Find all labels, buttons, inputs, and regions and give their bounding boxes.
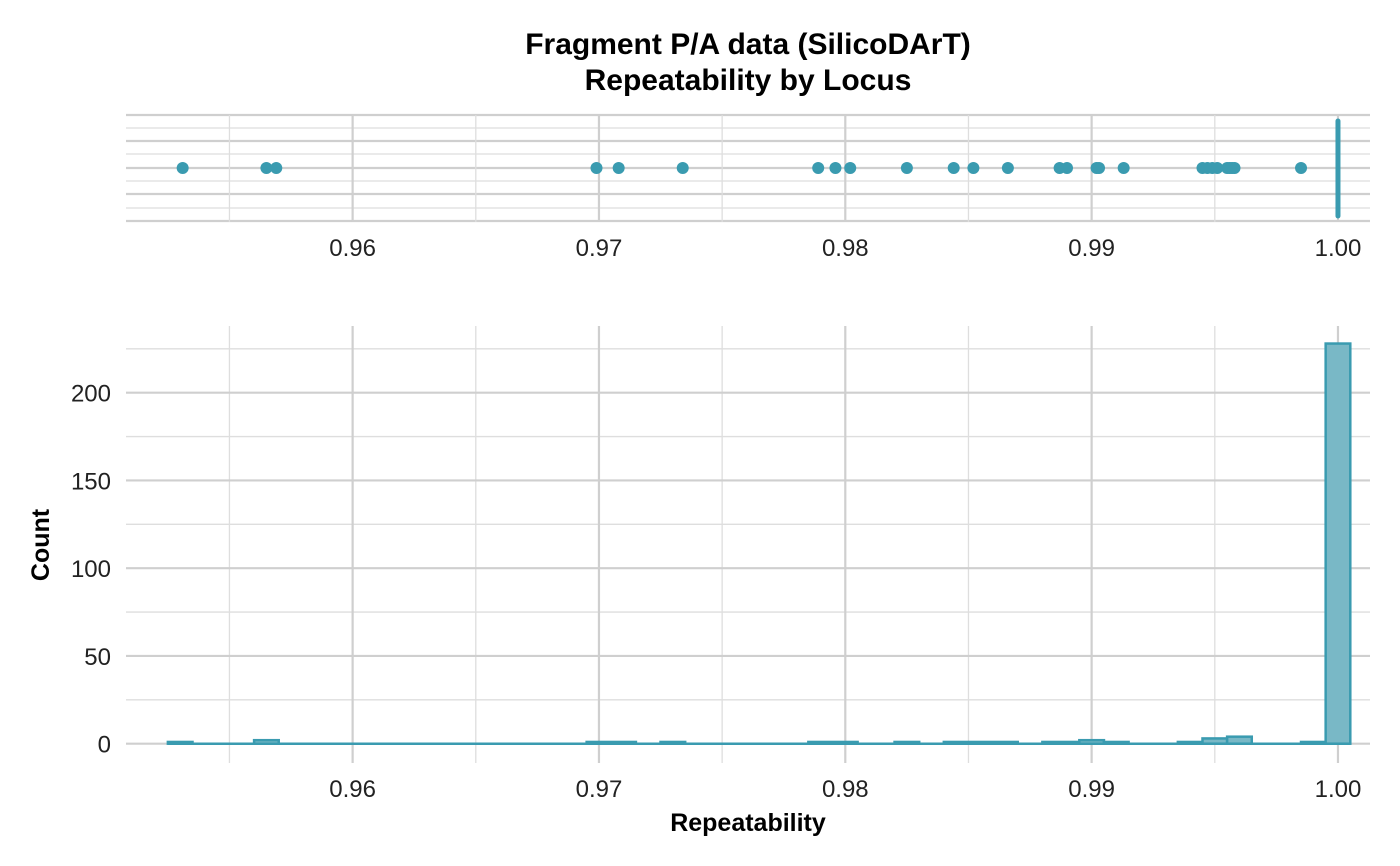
chart-subtitle: Repeatability by Locus (585, 64, 912, 97)
x-tick-label: 0.98 (822, 776, 869, 803)
x-tick-label: 1.00 (1315, 776, 1362, 803)
x-axis-title: Repeatability (670, 809, 826, 837)
top-x-tick-label: 0.96 (329, 235, 376, 262)
locus-point (1117, 162, 1130, 174)
y-tick-label: 50 (84, 644, 111, 671)
locus-point (270, 162, 283, 174)
locus-point (176, 162, 189, 174)
locus-point (947, 162, 960, 174)
locus-dot-panel: 0.96 0.97 0.98 0.99 1.00 (126, 113, 1370, 262)
locus-point (676, 162, 689, 174)
locus-point (1093, 162, 1106, 174)
histogram-bar (1324, 342, 1352, 745)
y-tick-label: 100 (71, 556, 111, 583)
top-x-tick-label: 0.97 (576, 235, 623, 262)
top-x-tick-label: 0.99 (1068, 235, 1115, 262)
locus-point (967, 162, 980, 174)
y-tick-label: 0 (98, 732, 111, 759)
locus-point (1295, 162, 1308, 174)
chart-title: Fragment P/A data (SilicoDArT) (525, 28, 971, 61)
top-x-tick-label: 1.00 (1315, 235, 1362, 262)
x-tick-label: 0.96 (329, 776, 376, 803)
histogram-panel: 0 50 100 150 200 0.96 0.97 0.98 0.99 1.00 (71, 326, 1370, 803)
x-tick-label: 0.99 (1068, 776, 1115, 803)
locus-point (812, 162, 825, 174)
y-tick-label: 150 (71, 468, 111, 495)
locus-point (260, 162, 273, 174)
locus-point (829, 162, 842, 174)
locus-point (612, 162, 625, 174)
locus-point (1061, 162, 1074, 174)
x-tick-label: 0.97 (576, 776, 623, 803)
locus-point (590, 162, 603, 174)
locus-point (1228, 162, 1241, 174)
locus-point (844, 162, 857, 174)
y-axis-title: Count (27, 508, 55, 581)
y-tick-label: 200 (71, 381, 111, 408)
locus-point (900, 162, 913, 174)
locus-point (1001, 162, 1014, 174)
top-x-tick-label: 0.98 (822, 235, 869, 262)
locus-point (1211, 162, 1224, 174)
